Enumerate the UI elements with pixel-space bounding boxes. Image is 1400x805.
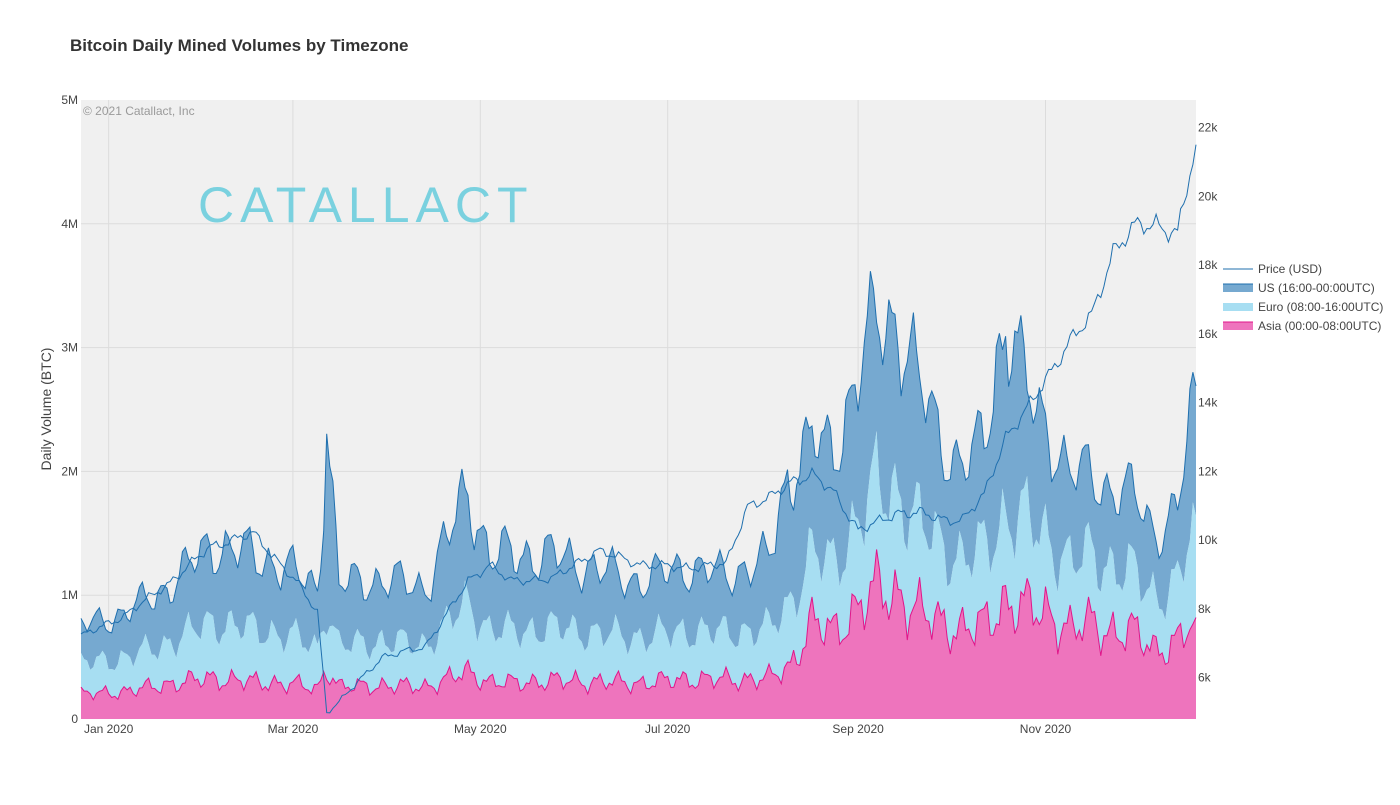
y-axis-right: 6k 8k 10k 12k 14k 16k 18k 20k 22k	[1198, 121, 1218, 685]
line-us	[80, 271, 1197, 634]
y2-tick-label: 18k	[1198, 258, 1218, 272]
watermark: © 2021 Catallact, Inc	[83, 104, 195, 118]
legend-item: US (16:00-00:00UTC)	[1223, 281, 1375, 295]
area-us	[81, 271, 1196, 671]
y2-tick-label: 20k	[1198, 189, 1218, 203]
line-price	[80, 144, 1197, 714]
series-layer	[80, 144, 1197, 719]
y2-tick-label: 14k	[1198, 396, 1218, 410]
area-euro	[81, 430, 1196, 700]
y2-tick-label: 12k	[1198, 464, 1218, 478]
x-tick-label: Sep 2020	[832, 722, 884, 736]
chart-title: Bitcoin Daily Mined Volumes by Timezone	[70, 36, 409, 55]
y2-tick-label: 6k	[1198, 671, 1212, 685]
x-tick-label: Nov 2020	[1020, 722, 1072, 736]
legend: Price (USD) US (16:00-00:00UTC) Euro (08:0…	[1223, 262, 1383, 333]
y-axis-left: 0 1M 2M 3M 4M 5M	[61, 93, 78, 726]
legend-swatch	[1223, 322, 1253, 330]
legend-swatch	[1223, 284, 1253, 292]
logo-wordmark: CATALLACT	[198, 177, 534, 233]
x-tick-label: Jan 2020	[84, 722, 134, 736]
x-axis: Jan 2020 Mar 2020 May 2020 Jul 2020 Sep 2020…	[84, 722, 1072, 736]
y2-tick-label: 8k	[1198, 602, 1212, 616]
x-tick-label: Jul 2020	[645, 722, 691, 736]
legend-item: Asia (00:00-08:00UTC)	[1223, 319, 1381, 333]
y2-tick-label: 16k	[1198, 327, 1218, 341]
y-tick-label: 4M	[61, 217, 78, 231]
legend-item: Price (USD)	[1223, 262, 1322, 276]
y-tick-label: 5M	[61, 93, 78, 107]
y-tick-label: 1M	[61, 588, 78, 602]
y-tick-label: 0	[71, 712, 78, 726]
y2-tick-label: 22k	[1198, 121, 1218, 135]
x-tick-label: Mar 2020	[268, 722, 319, 736]
area-asia	[81, 549, 1196, 719]
catallact-logo: CATALLACT	[198, 177, 534, 233]
x-tick-label: May 2020	[454, 722, 507, 736]
legend-label: US (16:00-00:00UTC)	[1258, 281, 1375, 295]
y-axis-title: Daily Volume (BTC)	[38, 348, 54, 471]
line-asia	[80, 549, 1197, 701]
y2-tick-label: 10k	[1198, 533, 1218, 547]
legend-label: Euro (08:00-16:00UTC)	[1258, 300, 1383, 314]
legend-swatch	[1223, 303, 1253, 311]
y-tick-label: 3M	[61, 341, 78, 355]
legend-item: Euro (08:00-16:00UTC)	[1223, 300, 1383, 314]
y-tick-label: 2M	[61, 464, 78, 478]
legend-label: Price (USD)	[1258, 262, 1322, 276]
legend-label: Asia (00:00-08:00UTC)	[1258, 319, 1381, 333]
